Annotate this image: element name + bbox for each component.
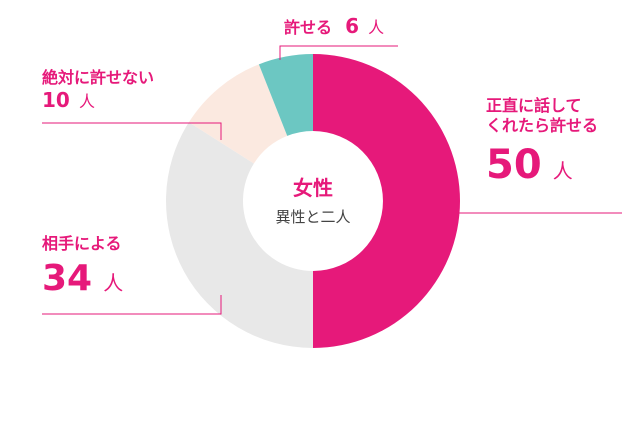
donut-slices xyxy=(165,54,460,348)
donut-slice-2 xyxy=(188,64,288,164)
donut-slice-0 xyxy=(313,54,460,348)
leader-line-never xyxy=(42,122,222,140)
leader-line-honest xyxy=(419,212,622,226)
slice-value-ok: 6 xyxy=(345,14,360,38)
donut-slice-1 xyxy=(165,122,313,348)
slice-unit-honest: 人 xyxy=(552,159,573,183)
slice-unit-ok: 人 xyxy=(368,18,385,37)
slice-unit-never: 人 xyxy=(78,92,95,111)
slice-label-ok-text: 許せる xyxy=(284,18,333,37)
slice-value-honest: 50 xyxy=(486,142,542,188)
leader-line-ok xyxy=(279,45,398,60)
slice-label-honest-line2: くれたら許せる xyxy=(486,116,599,135)
slice-unit-depends: 人 xyxy=(103,271,124,295)
slice-value-depends: 34 xyxy=(42,258,93,299)
slice-label-never-text: 絶対に許せない xyxy=(42,68,155,87)
slice-label-depends-text: 相手による xyxy=(42,234,122,253)
donut-slice-3 xyxy=(258,54,313,136)
leader-line-depends xyxy=(42,295,222,315)
slice-label-ok: 許せる 6 人 xyxy=(284,14,384,39)
chart-title: 女性 xyxy=(293,176,333,200)
slice-value-never: 10 xyxy=(42,88,70,112)
leader-lines xyxy=(42,45,622,315)
slice-label-honest: 正直に話して くれたら許せる 50 人 xyxy=(486,96,598,190)
slice-label-honest-line1: 正直に話して xyxy=(486,96,582,115)
chart-subtitle: 異性と二人 xyxy=(275,208,351,226)
slice-label-depends: 相手による 34 人 xyxy=(42,234,123,301)
slice-label-never: 絶対に許せない 10 人 xyxy=(42,68,154,113)
